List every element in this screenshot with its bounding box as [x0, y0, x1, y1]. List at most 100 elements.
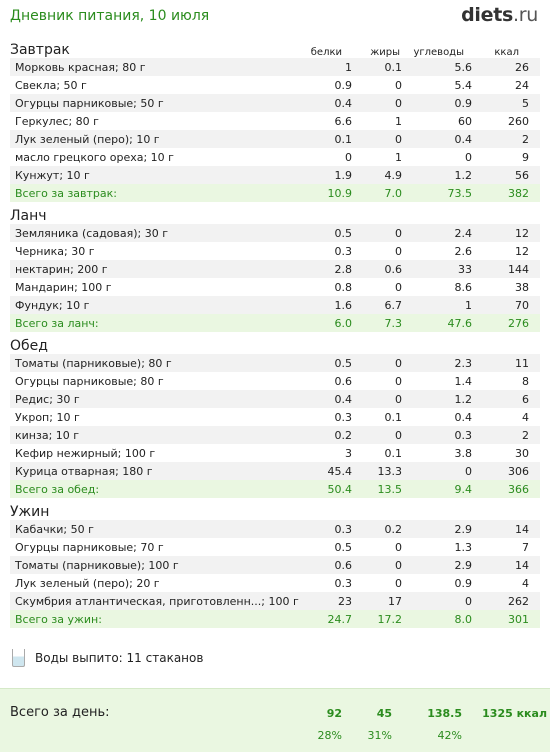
food-fat: 0.2 [384, 522, 403, 536]
meal-title: Обед [10, 338, 48, 354]
meal-section: Ланч Земляника (садовая); 30 г 0.5 0 2.4 12 Че… [0, 202, 550, 332]
food-protein: 0 [345, 150, 352, 164]
food-kcal: 70 [515, 298, 529, 312]
food-row[interactable]: Кефир нежирный; 100 г 3 0.1 3.8 30 [10, 444, 540, 462]
food-row[interactable]: Огурцы парниковые; 50 г 0.4 0 0.9 5 [10, 94, 540, 112]
day-fat: 45 [376, 707, 392, 720]
food-carbs: 2.3 [454, 356, 473, 370]
day-carbs-pct: 42% [437, 729, 462, 742]
food-row[interactable]: Томаты (парниковые); 80 г 0.5 0 2.3 11 [10, 354, 540, 372]
food-row[interactable]: Черника; 30 г 0.3 0 2.6 12 [10, 242, 540, 260]
total-fat: 7.0 [384, 186, 403, 200]
food-kcal: 4 [522, 576, 529, 590]
day-fat-pct: 31% [367, 729, 392, 742]
food-protein: 0.8 [334, 280, 353, 294]
total-carbs: 8.0 [454, 612, 473, 626]
food-fat: 0 [395, 558, 402, 572]
meal-title: Ланч [10, 208, 47, 224]
meal-header: Ланч [0, 202, 550, 224]
food-carbs: 2.6 [454, 244, 473, 258]
food-row[interactable]: Морковь красная; 80 г 1 0.1 5.6 26 [10, 58, 540, 76]
total-protein: 10.9 [327, 186, 353, 200]
food-kcal: 4 [522, 410, 529, 424]
food-row[interactable]: Редис; 30 г 0.4 0 1.2 6 [10, 390, 540, 408]
col-kcal-header: ккал [494, 47, 519, 58]
food-row[interactable]: масло грецкого ореха; 10 г 0 1 0 9 [10, 148, 540, 166]
food-row[interactable]: Кабачки; 50 г 0.3 0.2 2.9 14 [10, 520, 540, 538]
day-total-percents: 28% 31% 42% [290, 729, 462, 742]
site-logo[interactable]: diets.ru [461, 4, 538, 26]
food-kcal: 12 [515, 244, 529, 258]
meal-section: Обед Томаты (парниковые); 80 г 0.5 0 2.3 11 Ог… [0, 332, 550, 498]
food-row[interactable]: Лук зеленый (перо); 10 г 0.1 0 0.4 2 [10, 130, 540, 148]
day-kcal: 1325 ккал [482, 707, 547, 720]
food-row[interactable]: Скумбрия атлантическая, приготовленн...;… [10, 592, 540, 610]
food-row[interactable]: Земляника (садовая); 30 г 0.5 0 2.4 12 [10, 224, 540, 242]
food-carbs: 0.4 [454, 132, 473, 146]
food-fat: 0 [395, 78, 402, 92]
food-row[interactable]: Укроп; 10 г 0.3 0.1 0.4 4 [10, 408, 540, 426]
total-fat: 13.5 [377, 482, 403, 496]
food-row[interactable]: Мандарин; 100 г 0.8 0 8.6 38 [10, 278, 540, 296]
food-name: Свекла; 50 г [15, 78, 87, 92]
food-row[interactable]: Геркулес; 80 г 6.6 1 60 260 [10, 112, 540, 130]
meals-list: Завтрак белки жиры углеводы ккал Морковь крас… [0, 36, 550, 628]
food-protein: 0.3 [334, 522, 353, 536]
food-row[interactable]: Томаты (парниковые); 100 г 0.6 0 2.9 14 [10, 556, 540, 574]
food-protein: 0.4 [334, 96, 353, 110]
food-fat: 1 [395, 114, 402, 128]
food-fat: 0.1 [384, 446, 403, 460]
meal-total-row: Всего за ужин: 24.7 17.2 8.0 301 [10, 610, 540, 628]
food-protein: 0.6 [334, 558, 353, 572]
food-row[interactable]: Свекла; 50 г 0.9 0 5.4 24 [10, 76, 540, 94]
header: Дневник питания, 10 июля diets.ru [0, 0, 550, 36]
food-kcal: 6 [522, 392, 529, 406]
food-carbs: 60 [458, 114, 472, 128]
total-kcal: 301 [508, 612, 529, 626]
food-name: Редис; 30 г [15, 392, 80, 406]
meal-total-label: Всего за завтрак: [15, 186, 118, 200]
glass-icon [12, 649, 25, 667]
food-carbs: 8.6 [454, 280, 473, 294]
food-row[interactable]: Курица отварная; 180 г 45.4 13.3 0 306 [10, 462, 540, 480]
food-protein: 0.3 [334, 576, 353, 590]
food-carbs: 5.6 [454, 60, 473, 74]
food-kcal: 26 [515, 60, 529, 74]
food-carbs: 1.2 [454, 392, 473, 406]
food-fat: 0 [395, 280, 402, 294]
food-row[interactable]: Кунжут; 10 г 1.9 4.9 1.2 56 [10, 166, 540, 184]
food-row[interactable]: Огурцы парниковые; 70 г 0.5 0 1.3 7 [10, 538, 540, 556]
meal-header: Ужин [0, 498, 550, 520]
day-total-values: 92 45 138.5 1325 ккал [290, 707, 547, 720]
food-carbs: 2.4 [454, 226, 473, 240]
food-row[interactable]: кинза; 10 г 0.2 0 0.3 2 [10, 426, 540, 444]
food-carbs: 1.2 [454, 168, 473, 182]
day-protein-pct: 28% [317, 729, 342, 742]
food-name: Томаты (парниковые); 100 г [15, 558, 179, 572]
food-name: Огурцы парниковые; 50 г [15, 96, 164, 110]
food-carbs: 33 [458, 262, 472, 276]
food-kcal: 2 [522, 132, 529, 146]
food-row[interactable]: нектарин; 200 г 2.8 0.6 33 144 [10, 260, 540, 278]
total-kcal: 366 [508, 482, 529, 496]
food-kcal: 7 [522, 540, 529, 554]
food-row[interactable]: Лук зеленый (перо); 20 г 0.3 0 0.9 4 [10, 574, 540, 592]
total-protein: 50.4 [327, 482, 353, 496]
food-kcal: 262 [508, 594, 529, 608]
food-row[interactable]: Огурцы парниковые; 80 г 0.6 0 1.4 8 [10, 372, 540, 390]
food-carbs: 0.4 [454, 410, 473, 424]
food-kcal: 56 [515, 168, 529, 182]
page-title: Дневник питания, 10 июля [10, 8, 210, 24]
food-protein: 3 [345, 446, 352, 460]
food-protein: 0.1 [334, 132, 353, 146]
food-protein: 2.8 [334, 262, 353, 276]
food-protein: 0.5 [334, 226, 353, 240]
food-name: Лук зеленый (перо); 20 г [15, 576, 160, 590]
food-carbs: 0 [465, 464, 472, 478]
food-name: Фундук; 10 г [15, 298, 90, 312]
total-kcal: 276 [508, 316, 529, 330]
food-fat: 0 [395, 576, 402, 590]
food-row[interactable]: Фундук; 10 г 1.6 6.7 1 70 [10, 296, 540, 314]
meal-title: Завтрак [10, 42, 70, 58]
day-protein: 92 [326, 707, 342, 720]
